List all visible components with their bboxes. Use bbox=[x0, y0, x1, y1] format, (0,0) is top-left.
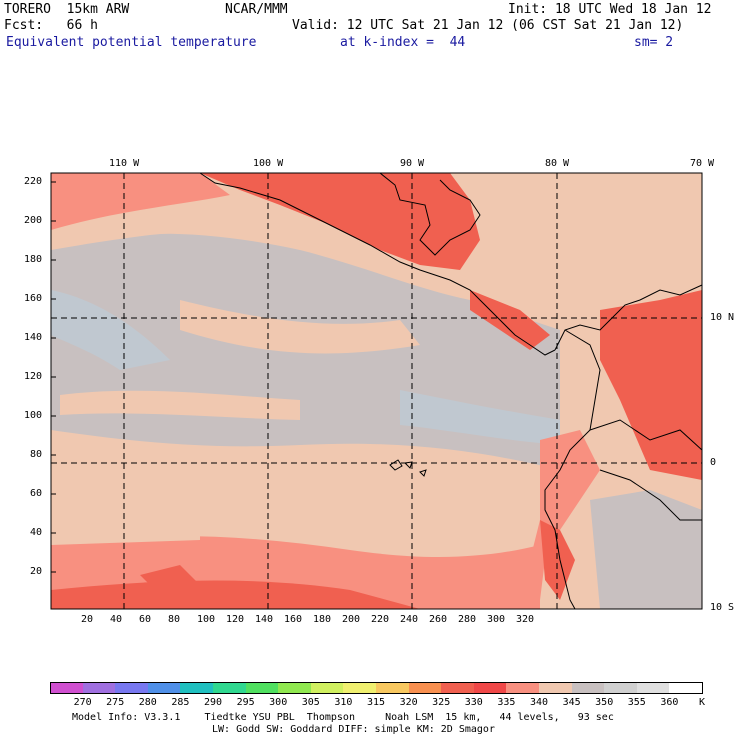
plot-frame bbox=[50, 172, 703, 610]
colorbar-label: 350 bbox=[595, 697, 614, 708]
y-tick-80: 80 bbox=[30, 449, 43, 460]
x-tick-label: 280 bbox=[458, 614, 477, 625]
colorbar-label: 305 bbox=[301, 697, 320, 708]
colorbar-label: 315 bbox=[366, 697, 386, 708]
colorbar-swatch bbox=[50, 682, 84, 694]
x-tick-label: 120 bbox=[226, 614, 245, 625]
theta-e-field bbox=[51, 173, 702, 609]
x-tick-label: 180 bbox=[313, 614, 332, 625]
colorbar-label: 290 bbox=[203, 697, 223, 708]
colorbar-label: 330 bbox=[464, 697, 483, 708]
colorbar-label: 345 bbox=[562, 697, 581, 708]
colorbar-swatch bbox=[669, 682, 703, 694]
colorbar-swatch bbox=[115, 682, 149, 694]
init-time: Init: 18 UTC Wed 18 Jan 12 bbox=[508, 2, 712, 17]
colorbar-swatch bbox=[604, 682, 638, 694]
x-tick-label: 20 bbox=[81, 614, 94, 625]
y-tick-20: 20 bbox=[30, 566, 43, 577]
y-tick-180: 180 bbox=[24, 254, 43, 265]
colorbar-label: 280 bbox=[138, 697, 157, 708]
lon-label-80w: 80 W bbox=[545, 158, 570, 169]
model-title: TORERO 15km ARW bbox=[4, 2, 130, 17]
colorbar-swatch bbox=[571, 682, 606, 694]
x-tick-label: 40 bbox=[110, 614, 123, 625]
colorbar-swatch bbox=[343, 682, 377, 694]
y-tick-200: 200 bbox=[24, 215, 43, 226]
colorbar-swatch bbox=[310, 682, 345, 694]
colorbar-swatch bbox=[539, 682, 573, 694]
lat-lon-grid bbox=[51, 173, 702, 609]
y-tick-220: 220 bbox=[24, 176, 43, 187]
colorbar-label: 320 bbox=[399, 697, 418, 708]
lon-label-110w: 110 W bbox=[109, 158, 140, 169]
level-index: at k-index = 44 bbox=[340, 35, 466, 50]
x-tick-label: 200 bbox=[342, 614, 361, 625]
x-tick-label: 100 bbox=[197, 614, 216, 625]
x-tick-label: 160 bbox=[284, 614, 303, 625]
colorbar-swatch bbox=[213, 682, 247, 694]
model-info-line1: Model Info: V3.3.1 Tiedtke YSU PBL Thomp… bbox=[72, 712, 614, 723]
colorbar-label: 310 bbox=[334, 697, 353, 708]
colorbar-label: 335 bbox=[497, 697, 516, 708]
y-tick-140: 140 bbox=[24, 332, 43, 343]
lat-label-0: 0 bbox=[710, 457, 717, 468]
colorbar-swatch bbox=[278, 682, 312, 694]
center-name: NCAR/MMM bbox=[225, 2, 288, 17]
colorbar-label: 300 bbox=[269, 697, 288, 708]
colorbar-label: 340 bbox=[529, 697, 549, 708]
colorbar-label: 325 bbox=[432, 697, 451, 708]
model-info-line2: LW: Godd SW: Goddard DIFF: simple KM: 2D… bbox=[212, 724, 495, 735]
colorbar-swatch bbox=[408, 682, 443, 694]
colorbar-label: 355 bbox=[627, 697, 646, 708]
colorbar-label: 360 bbox=[660, 697, 679, 708]
lon-label-70w: 70 W bbox=[690, 158, 715, 169]
y-tick-40: 40 bbox=[30, 527, 43, 538]
colorbar-label: 275 bbox=[106, 697, 125, 708]
x-tick-label: 300 bbox=[487, 614, 506, 625]
valid-time: Valid: 12 UTC Sat 21 Jan 12 (06 CST Sat … bbox=[292, 18, 684, 33]
x-tick-label: 240 bbox=[400, 614, 419, 625]
y-tick-60: 60 bbox=[30, 488, 43, 499]
lon-label-100w: 100 W bbox=[253, 158, 284, 169]
y-tick-160: 160 bbox=[24, 293, 43, 304]
y-tick-100: 100 bbox=[24, 410, 43, 421]
colorbar-swatch bbox=[506, 682, 540, 694]
y-tick-120: 120 bbox=[24, 371, 43, 382]
x-tick-label: 140 bbox=[255, 614, 274, 625]
x-tick-label: 220 bbox=[371, 614, 390, 625]
x-tick-label: 320 bbox=[516, 614, 535, 625]
x-tick-label: 260 bbox=[429, 614, 448, 625]
colorbar-swatch bbox=[636, 682, 671, 694]
colorbar-swatch bbox=[180, 682, 214, 694]
field-name: Equivalent potential temperature bbox=[6, 35, 257, 50]
colorbar-swatch bbox=[441, 682, 475, 694]
coastlines bbox=[199, 172, 703, 610]
lat-label-10n: 10 N bbox=[710, 312, 735, 323]
colorbar-label: 270 bbox=[73, 697, 92, 708]
colorbar-label: 285 bbox=[171, 697, 190, 708]
colorbar-swatch bbox=[147, 682, 182, 694]
colorbar-swatch bbox=[473, 682, 508, 694]
lon-label-90w: 90 W bbox=[400, 158, 425, 169]
smoothing: sm= 2 bbox=[634, 35, 674, 50]
colorbar-swatch bbox=[376, 682, 410, 694]
x-tick-label: 60 bbox=[139, 614, 152, 625]
colorbar-swatch bbox=[245, 682, 280, 694]
left-ticks bbox=[51, 181, 56, 573]
x-tick-label: 80 bbox=[168, 614, 181, 625]
colorbar-unit: K bbox=[698, 697, 706, 708]
lat-label-10s: 10 S bbox=[710, 602, 735, 613]
colorbar-label: 295 bbox=[236, 697, 255, 708]
forecast-hour: Fcst: 66 h bbox=[4, 18, 98, 33]
colorbar-swatch bbox=[82, 682, 117, 694]
